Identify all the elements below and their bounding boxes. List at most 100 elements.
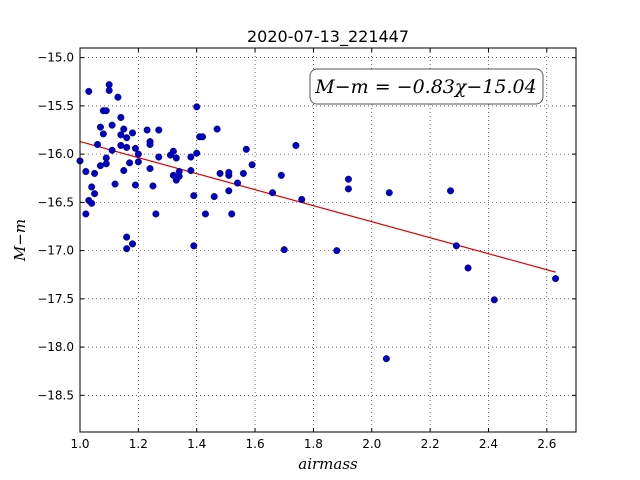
data-point <box>120 167 128 175</box>
x-tick-label: 1.2 <box>129 437 148 451</box>
data-point <box>155 153 163 161</box>
data-point <box>210 193 218 201</box>
data-point <box>117 131 125 139</box>
data-point <box>88 183 96 191</box>
data-point <box>552 275 560 283</box>
data-point <box>108 121 116 129</box>
data-point <box>225 168 233 176</box>
y-tick-label: −17.0 <box>37 244 74 258</box>
ticks: 1.0 1.2 1.4 1.6 1.8 2.0 2.2 2.4 2.6 −15.0 −15.5 −16… <box>37 48 576 451</box>
x-tick-label: 1.8 <box>304 437 323 451</box>
data-point <box>96 123 104 131</box>
data-point <box>382 355 390 363</box>
data-point <box>146 140 154 148</box>
chart-title: 2020-07-13_221447 <box>247 27 409 47</box>
y-tick-label: −15.0 <box>37 51 74 65</box>
data-point <box>447 187 455 195</box>
data-point <box>123 245 131 253</box>
data-point <box>102 107 110 115</box>
data-point <box>143 126 151 134</box>
y-axis-label: M−m <box>11 219 29 262</box>
annotation-text: M−m = −0.83χ−15.04 <box>314 76 536 98</box>
data-point <box>152 210 160 218</box>
data-point <box>129 240 137 248</box>
data-point <box>280 246 288 254</box>
data-point <box>464 264 472 272</box>
plot-area <box>80 48 576 432</box>
data-point <box>131 181 139 189</box>
data-point <box>120 125 128 133</box>
data-point <box>228 210 236 218</box>
data-point <box>82 167 90 175</box>
data-point <box>190 192 198 200</box>
x-tick-label: 2.0 <box>362 437 381 451</box>
y-tick-label: −15.5 <box>37 99 74 113</box>
data-point <box>225 187 233 195</box>
data-point <box>114 93 122 101</box>
data-point <box>111 180 119 188</box>
data-point <box>344 185 352 193</box>
data-point <box>169 147 177 155</box>
data-point <box>123 143 131 151</box>
data-point <box>490 296 498 304</box>
x-tick-label: 1.6 <box>246 437 265 451</box>
data-point <box>248 161 256 169</box>
data-point <box>123 134 131 142</box>
data-point <box>99 130 107 138</box>
data-point <box>123 233 131 241</box>
data-point <box>187 167 195 175</box>
data-point <box>117 141 125 149</box>
fit-line-group <box>79 141 556 273</box>
data-point <box>385 189 393 197</box>
y-tick-label: −18.0 <box>37 340 74 354</box>
data-point <box>117 113 125 121</box>
data-point <box>88 199 96 207</box>
data-point <box>175 167 183 175</box>
x-tick-label: 2.6 <box>537 437 556 451</box>
grid <box>79 48 576 432</box>
data-point <box>149 182 157 190</box>
data-point <box>134 150 142 158</box>
x-tick-label: 2.4 <box>479 437 498 451</box>
data-point <box>187 153 195 161</box>
data-point <box>129 129 137 137</box>
data-point <box>216 169 224 177</box>
data-point <box>190 242 198 250</box>
data-point <box>105 86 113 94</box>
x-axis-label: airmass <box>298 455 358 473</box>
data-point <box>172 154 180 162</box>
data-point <box>269 189 277 197</box>
data-point <box>201 210 209 218</box>
data-point <box>108 146 116 154</box>
data-point <box>91 190 99 198</box>
data-point <box>344 175 352 183</box>
x-tick-label: 2.2 <box>421 437 440 451</box>
data-point <box>193 103 201 111</box>
data-point <box>134 158 142 166</box>
data-point <box>146 165 154 173</box>
y-tick-label: −16.5 <box>37 195 74 209</box>
data-point <box>102 160 110 168</box>
data-points <box>76 81 560 363</box>
data-point <box>298 195 306 203</box>
data-point <box>155 126 163 134</box>
data-point <box>242 145 250 153</box>
data-point <box>131 144 139 152</box>
fit-line <box>79 141 556 273</box>
plot-frame <box>79 47 577 433</box>
data-point <box>452 242 460 250</box>
data-point <box>96 162 104 170</box>
data-point <box>126 159 134 167</box>
data-point <box>234 179 242 187</box>
y-tick-label: −18.5 <box>37 388 74 402</box>
x-tick-label: 1.4 <box>187 437 206 451</box>
data-point <box>85 87 93 95</box>
data-point <box>333 247 341 255</box>
data-point <box>239 169 247 177</box>
data-point <box>292 141 300 149</box>
data-point <box>199 133 207 141</box>
data-point <box>193 149 201 157</box>
data-point <box>277 171 285 179</box>
y-tick-label: −16.0 <box>37 147 74 161</box>
